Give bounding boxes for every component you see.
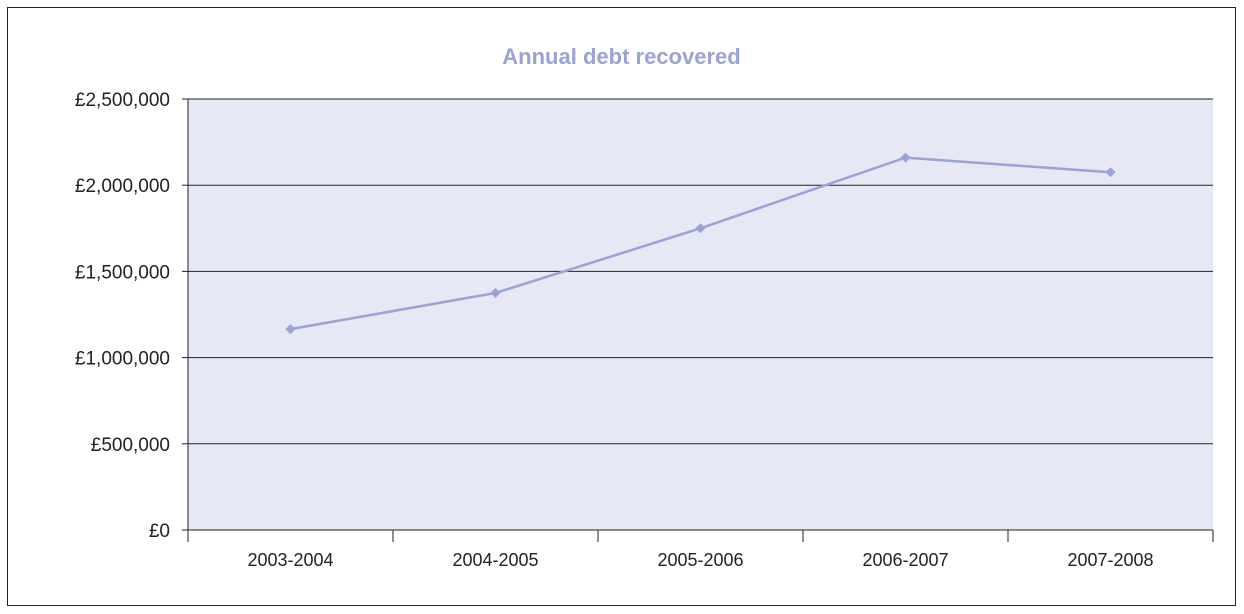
x-tick-label: 2006-2007 (862, 550, 948, 570)
chart-title: Annual debt recovered (502, 44, 741, 69)
plot-area (188, 99, 1213, 530)
data-point (1105, 167, 1116, 178)
y-tick-label: £2,000,000 (75, 176, 170, 197)
data-point (285, 324, 296, 335)
x-tick-label: 2003-2004 (247, 550, 333, 570)
x-tick-label: 2004-2005 (452, 550, 538, 570)
y-tick-label: £1,500,000 (75, 262, 170, 283)
x-tick-label: 2005-2006 (657, 550, 743, 570)
data-point (695, 223, 706, 234)
y-tick-label: £1,000,000 (75, 349, 170, 370)
data-point (900, 152, 911, 163)
y-tick-label: £2,500,000 (75, 90, 170, 111)
x-tick-label: 2007-2008 (1067, 550, 1153, 570)
data-point (490, 287, 501, 298)
y-tick-label: £500,000 (91, 435, 170, 456)
y-tick-label: £0 (149, 521, 170, 542)
